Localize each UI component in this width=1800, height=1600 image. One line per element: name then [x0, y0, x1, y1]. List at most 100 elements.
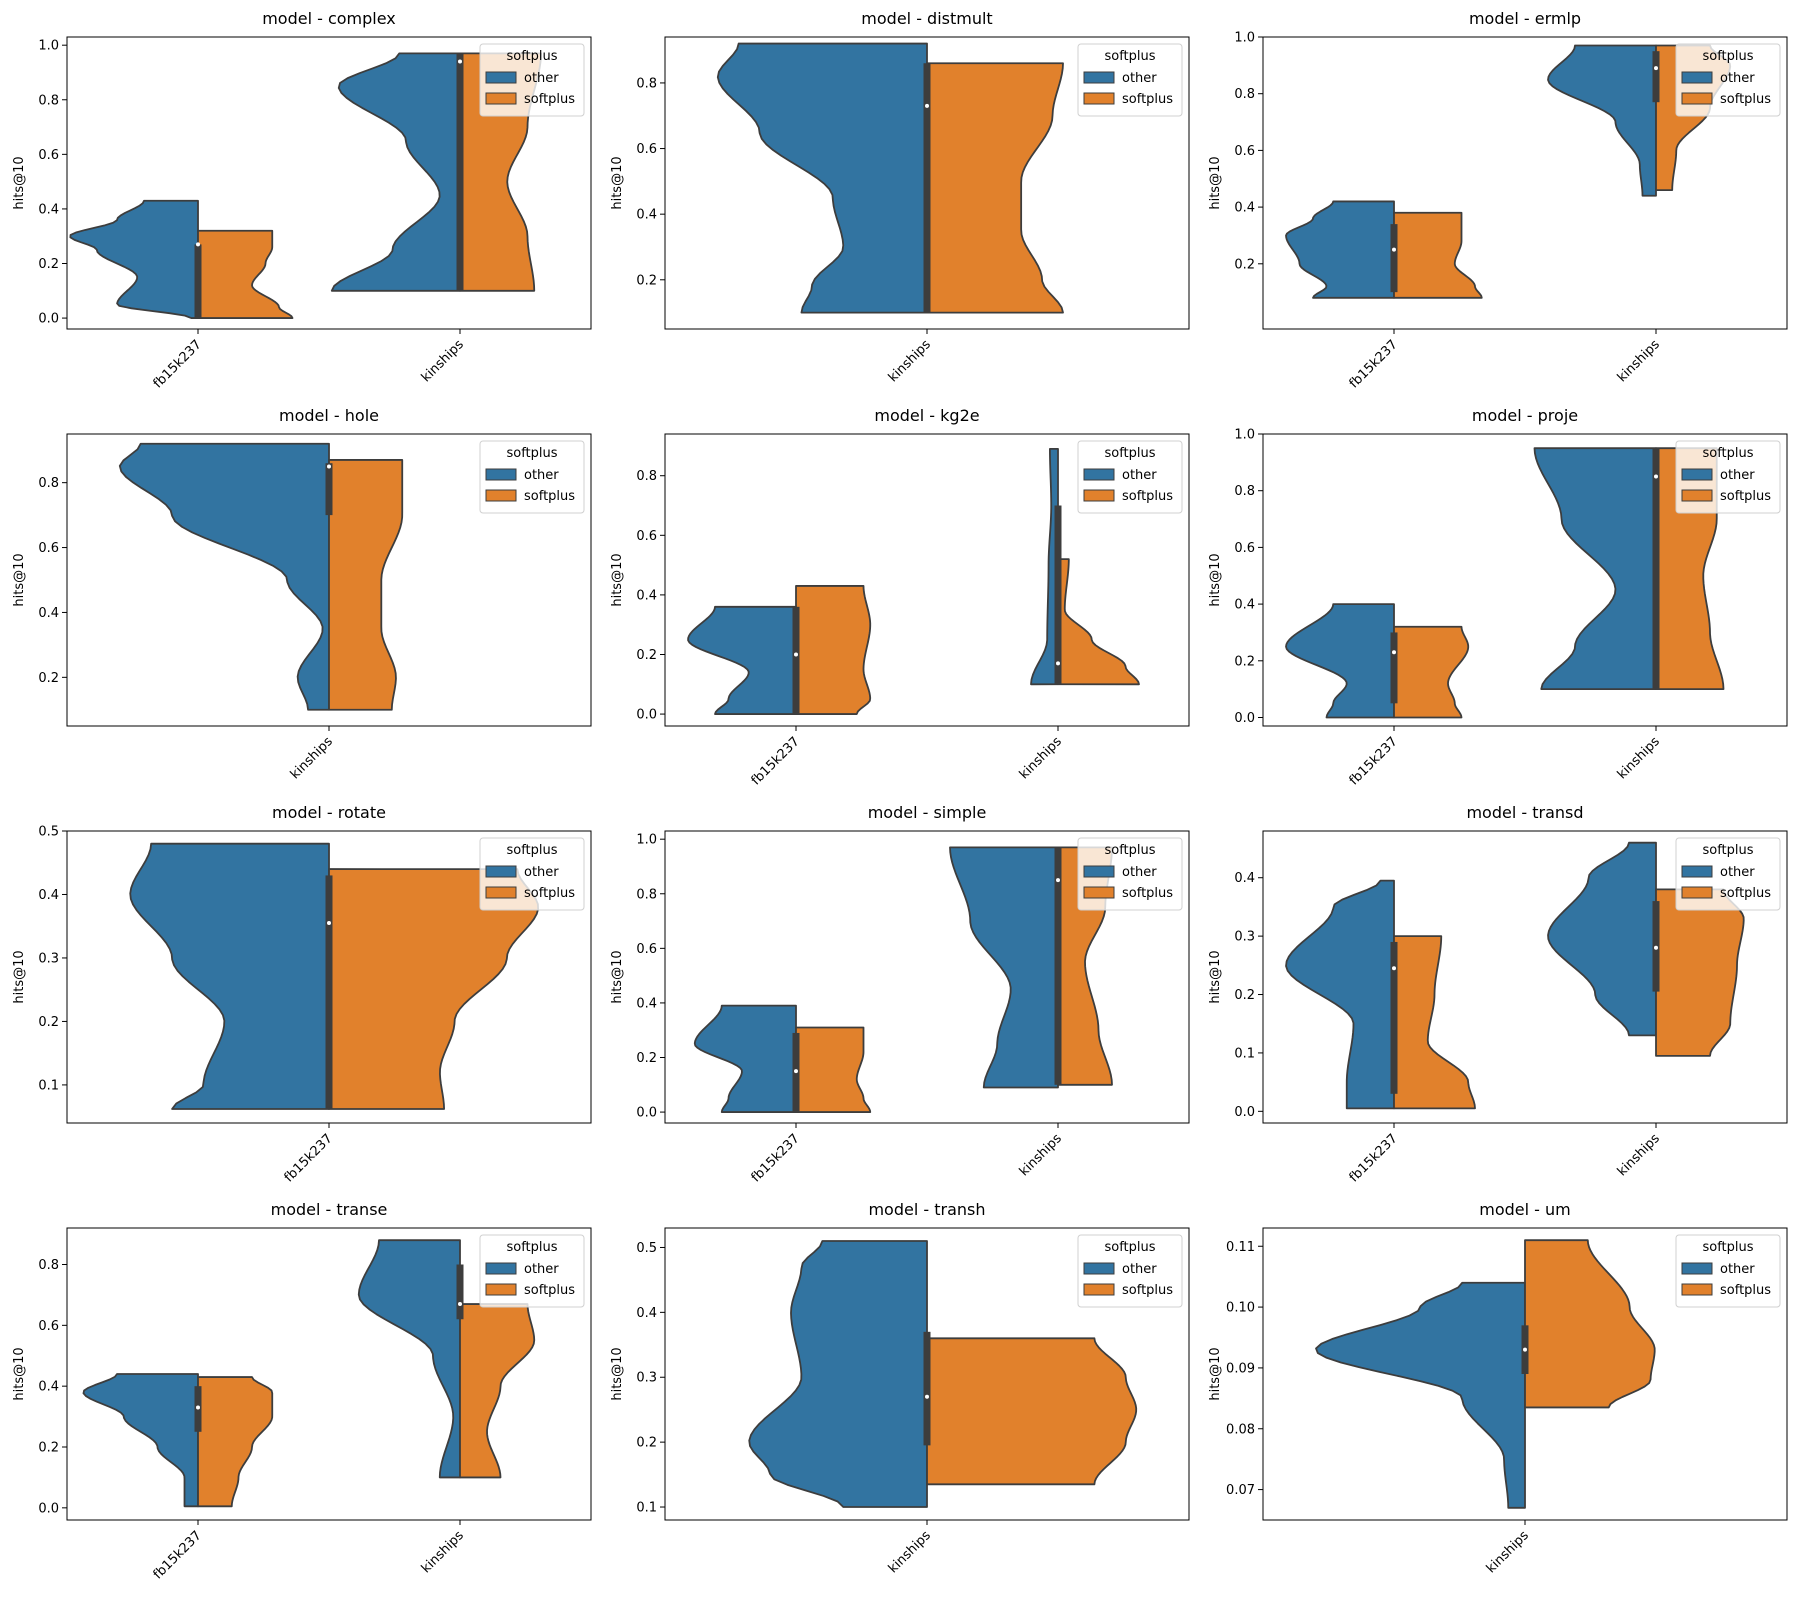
y-tick-label: 0.2 [636, 1436, 657, 1451]
x-tick-label: fb15k237 [1347, 337, 1401, 391]
legend: softplus other softplus [1077, 440, 1183, 514]
legend-label-softplus: softplus [1720, 92, 1771, 107]
legend-swatch-softplus [1681, 1283, 1713, 1296]
legend-swatch-softplus [1083, 886, 1115, 899]
violin-softplus-fb15k237 [197, 1376, 274, 1508]
legend-label-other: other [1720, 468, 1755, 483]
y-tick-label: 0.2 [1234, 257, 1255, 272]
legend-label-softplus: softplus [1720, 886, 1771, 901]
legend-swatch-other [485, 468, 517, 481]
x-tick-label: fb15k237 [1347, 1131, 1401, 1185]
y-tick-label: 0.08 [1226, 1422, 1255, 1437]
subplot-complex: model - complex hits@10 0.0 0.2 0.4 0.6 0.8 1.0… [12, 9, 592, 391]
y-tick-label: 0.8 [1234, 87, 1255, 102]
legend: softplus other softplus [1077, 43, 1183, 117]
box-iqr [1054, 847, 1062, 1085]
y-tick-label: 0.2 [636, 1051, 657, 1066]
y-tick-label: 0.4 [636, 208, 657, 223]
box-iqr [1652, 448, 1660, 690]
violin-other-fb15k237 [1285, 200, 1395, 299]
violin-softplus-fb15k237 [197, 229, 294, 319]
legend-label-other: other [524, 71, 559, 86]
subplot-transh: model - transh hits@10 0.1 0.2 0.3 0.4 0.5 kins… [610, 1200, 1190, 1576]
y-tick-label: 0.0 [1234, 1105, 1255, 1120]
box-iqr [923, 1331, 931, 1446]
violin-softplus-kinships [328, 459, 404, 711]
y-tick-label: 0.09 [1226, 1361, 1255, 1376]
x-tick-label: fb15k237 [749, 734, 803, 788]
y-tick-label: 0.2 [636, 648, 657, 663]
legend-label-other: other [1720, 71, 1755, 86]
y-tick-label: 0.1 [38, 1078, 59, 1093]
legend-swatch-other [1681, 71, 1713, 84]
y-axis-label: hits@10 [1208, 1347, 1223, 1400]
box-median [1523, 1347, 1527, 1352]
violin-other-kinships [330, 52, 461, 292]
axes-frame [1262, 36, 1788, 330]
x-tick-label: kinships [288, 734, 336, 782]
axes-frame [664, 830, 1190, 1124]
subplot-title: model - simple [868, 803, 987, 822]
violin-other-kinships [1533, 447, 1657, 691]
legend-label-other: other [524, 468, 559, 483]
legend-label-softplus: softplus [524, 92, 575, 107]
y-tick-label: 0.5 [636, 1241, 657, 1256]
violin-other-fb15k237 [82, 1373, 199, 1508]
subplot-transe: model - transe hits@10 0.0 0.2 0.4 0.6 0.8 fb15… [12, 1200, 592, 1582]
y-tick-label: 0.2 [1234, 988, 1255, 1003]
y-tick-label: 0.4 [1234, 871, 1255, 886]
subplot-title: model - transd [1466, 803, 1583, 822]
legend-label-softplus: softplus [1122, 1283, 1173, 1298]
x-tick-label: kinships [1615, 734, 1663, 782]
y-axis-label: hits@10 [610, 553, 625, 606]
legend: softplus other softplus [479, 1234, 585, 1308]
box-iqr [792, 606, 800, 715]
subplot-title: model - um [1479, 1200, 1571, 1219]
y-tick-label: 0.5 [38, 825, 59, 840]
y-tick-label: 0.8 [38, 476, 59, 491]
subplot-title: model - transh [868, 1200, 985, 1219]
legend: softplus other softplus [1077, 1234, 1183, 1308]
legend-swatch-other [1083, 71, 1115, 84]
legend: softplus other softplus [479, 837, 585, 911]
legend-label-softplus: softplus [1720, 1283, 1771, 1298]
legend-title: softplus [506, 1240, 557, 1255]
box-median [1392, 966, 1396, 971]
y-tick-label: 1.0 [38, 39, 59, 54]
subplot-title: model - proje [1472, 406, 1578, 425]
violin-other-kinships [1547, 44, 1657, 197]
legend: softplus other softplus [1675, 1234, 1781, 1308]
subplot-distmult: model - distmult hits@10 0.2 0.4 0.6 0.8 kinsh… [610, 9, 1190, 385]
y-tick-label: 1.0 [1234, 31, 1255, 46]
box-iqr [325, 463, 333, 516]
y-tick-label: 0.6 [38, 148, 59, 163]
y-tick-label: 0.0 [38, 1501, 59, 1516]
box-median [1056, 878, 1060, 883]
subplot-transd: model - transd hits@10 0.0 0.1 0.2 0.3 0.4 fb15… [1208, 803, 1788, 1185]
y-tick-label: 0.10 [1226, 1301, 1255, 1316]
y-tick-label: 0.6 [38, 1319, 59, 1334]
box-median [794, 1069, 798, 1074]
y-tick-label: 0.8 [38, 93, 59, 108]
x-tick-label: kinships [419, 1528, 467, 1576]
y-tick-label: 0.4 [38, 202, 59, 217]
box-median [327, 464, 331, 469]
y-tick-label: 0.8 [636, 887, 657, 902]
box-median [196, 242, 200, 247]
box-median [458, 59, 462, 64]
axes-frame [66, 830, 592, 1124]
axes-frame [664, 36, 1190, 330]
subplot-title: model - kg2e [874, 406, 979, 425]
legend-swatch-softplus [1083, 92, 1115, 105]
violin-other-kinships [716, 42, 928, 314]
x-tick-label: kinships [1615, 337, 1663, 385]
legend-label-other: other [524, 865, 559, 880]
violin-softplus-fb15k237 [1393, 211, 1483, 299]
legend-label-other: other [524, 1262, 559, 1277]
box-iqr [1652, 51, 1660, 103]
legend-label-other: other [1720, 865, 1755, 880]
y-axis-label: hits@10 [12, 553, 27, 606]
box-iqr [1054, 505, 1062, 685]
violin-softplus-kinships [1655, 888, 1745, 1057]
legend-title: softplus [1702, 49, 1753, 64]
